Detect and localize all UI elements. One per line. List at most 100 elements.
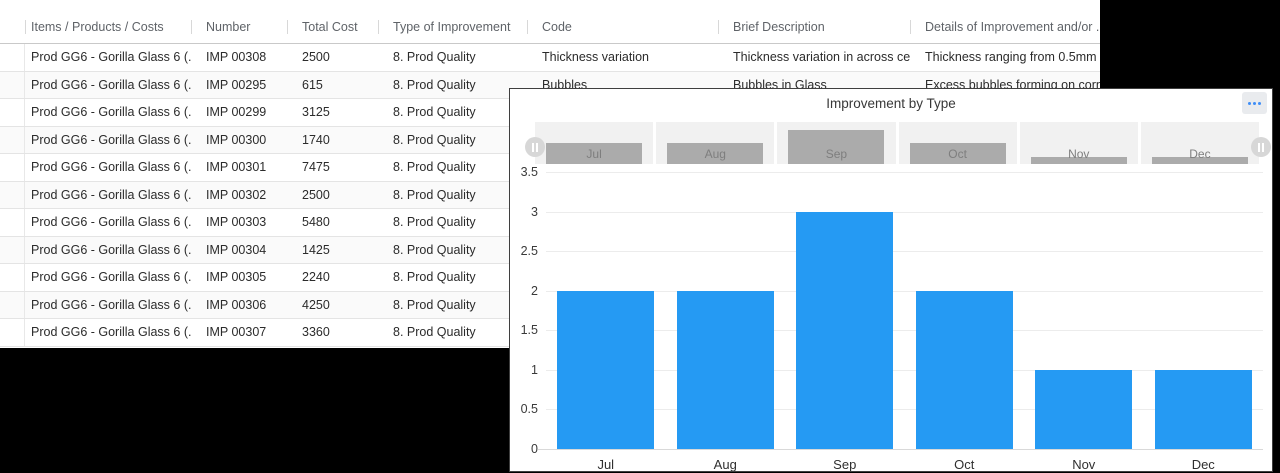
row-indicator-cell [0,71,25,98]
ellipsis-icon [1253,101,1256,105]
chart-bar-sep[interactable] [796,211,894,449]
cell-item: Prod GG6 - Gorilla Glass 6 (... [31,325,191,340]
x-axis-tick-label: Nov [1072,457,1096,472]
row-indicator-cell [0,181,25,208]
x-axis-tick-label: Dec [1191,457,1215,472]
cell-type: 8. Prod Quality [393,160,476,175]
navigator-section[interactable]: Dec [1140,122,1260,164]
cell-total_cost: 5480 [302,215,330,230]
chart-menu-button[interactable] [1242,92,1267,114]
navigator-mini-bar [667,143,764,164]
gridline [546,330,1263,332]
column-header-det[interactable]: Details of Improvement and/or ... [910,20,1100,34]
chart-bar-jul[interactable] [557,290,655,449]
cell-type: 8. Prod Quality [393,270,476,285]
cell-item: Prod GG6 - Gorilla Glass 6 (... [31,105,191,120]
y-axis-tick-label: 2 [531,283,538,298]
cell-total_cost: 2240 [302,270,330,285]
navigator-mini-bar [909,143,1006,164]
y-axis-tick-label: 3.5 [520,165,538,179]
y-axis-tick-label: 2.5 [520,244,538,259]
cell-total_cost: 7475 [302,160,330,175]
column-header-brief[interactable]: Brief Description [718,20,910,34]
cell-number: IMP 00302 [206,187,267,202]
cell-item: Prod GG6 - Gorilla Glass 6 (... [31,50,191,65]
x-axis-tick-label: Aug [713,457,737,472]
navigator-section[interactable]: Oct [898,122,1017,164]
chart-window: Improvement by Type Jul Aug Sep Oct Nov Dec 0… [509,88,1273,472]
navigator-section[interactable]: Jul [535,122,654,164]
cell-total_cost: 2500 [302,50,330,65]
navigator-section[interactable]: Sep [777,122,896,164]
cell-type: 8. Prod Quality [393,105,476,120]
cell-item: Prod GG6 - Gorilla Glass 6 (... [31,215,191,230]
chart-bar-oct[interactable] [915,290,1013,449]
row-indicator-header [0,10,25,43]
chart-bar-dec[interactable] [1154,369,1252,449]
y-axis-tick-label: 0.5 [520,402,538,417]
navigator-mini-bar [1151,157,1248,164]
cell-item: Prod GG6 - Gorilla Glass 6 (... [31,160,191,175]
navigator-mini-bar [788,130,885,164]
chart-title: Improvement by Type [826,96,956,111]
cell-type: 8. Prod Quality [393,297,476,312]
cell-number: IMP 00304 [206,242,267,257]
gridline [546,290,1263,292]
y-axis-tick-label: 1 [531,362,538,377]
navigator-mini-bar [1030,157,1127,164]
ellipsis-icon [1258,101,1261,105]
chart-range-navigator[interactable]: Jul Aug Sep Oct Nov Dec [535,122,1260,164]
cell-number: IMP 00295 [206,77,267,92]
column-header-item[interactable]: Items / Products / Costs [25,20,191,34]
navigator-section[interactable]: Aug [656,122,775,164]
cell-number: IMP 00305 [206,270,267,285]
y-axis-tick-label: 1.5 [520,323,538,338]
cell-type: 8. Prod Quality [393,132,476,147]
cell-type: 8. Prod Quality [393,215,476,230]
navigator-mini-bar [546,143,643,164]
cell-number: IMP 00307 [206,325,267,340]
cell-total_cost: 2500 [302,187,330,202]
x-axis-tick-label: Oct [954,457,975,472]
navigator-month-label: Aug [704,147,726,161]
cell-total_cost: 1740 [302,132,330,147]
navigator-section[interactable]: Nov [1019,122,1138,164]
row-indicator-cell [0,209,25,236]
pause-grip-icon [1262,142,1264,152]
navigator-month-label: Nov [1068,147,1090,161]
cell-type: 8. Prod Quality [393,242,476,257]
cell-total_cost: 1425 [302,242,330,257]
navigator-right-handle[interactable] [1251,137,1271,157]
pause-grip-icon [1258,142,1260,152]
table-row[interactable]: Prod GG6 - Gorilla Glass 6 (... IMP 00308… [0,44,1100,72]
cell-number: IMP 00300 [206,132,267,147]
column-header-cost[interactable]: Total Cost [287,20,378,34]
x-axis-tick-label: Jul [597,457,615,472]
cell-item: Prod GG6 - Gorilla Glass 6 (... [31,297,191,312]
column-header-type[interactable]: Type of Improvement [378,20,527,34]
row-indicator-cell [0,154,25,181]
column-header-code[interactable]: Code [527,20,718,34]
cell-total_cost: 3125 [302,105,330,120]
navigator-month-label: Sep [825,147,848,161]
cell-type: 8. Prod Quality [393,325,476,340]
pause-grip-icon [536,142,538,152]
navigator-month-label: Jul [586,147,602,161]
cell-total_cost: 3360 [302,325,330,340]
chart-bar-aug[interactable] [676,290,774,449]
navigator-left-handle[interactable] [525,137,545,157]
cell-total_cost: 4250 [302,297,330,312]
chart-bar-nov[interactable] [1035,369,1133,449]
cell-brief: Thickness variation in across ce... [733,50,910,65]
pause-grip-icon [532,142,534,152]
cell-number: IMP 00299 [206,105,267,120]
row-indicator-cell [0,99,25,126]
column-header-num[interactable]: Number [191,20,287,34]
cell-item: Prod GG6 - Gorilla Glass 6 (... [31,242,191,257]
navigator-month-label: Dec [1189,147,1211,161]
y-axis-tick-label: 0 [531,442,538,456]
cell-type: 8. Prod Quality [393,187,476,202]
row-indicator-cell [0,44,25,71]
table-header-row: Items / Products / Costs Number Total Cost… [0,10,1100,44]
cell-number: IMP 00306 [206,297,267,312]
